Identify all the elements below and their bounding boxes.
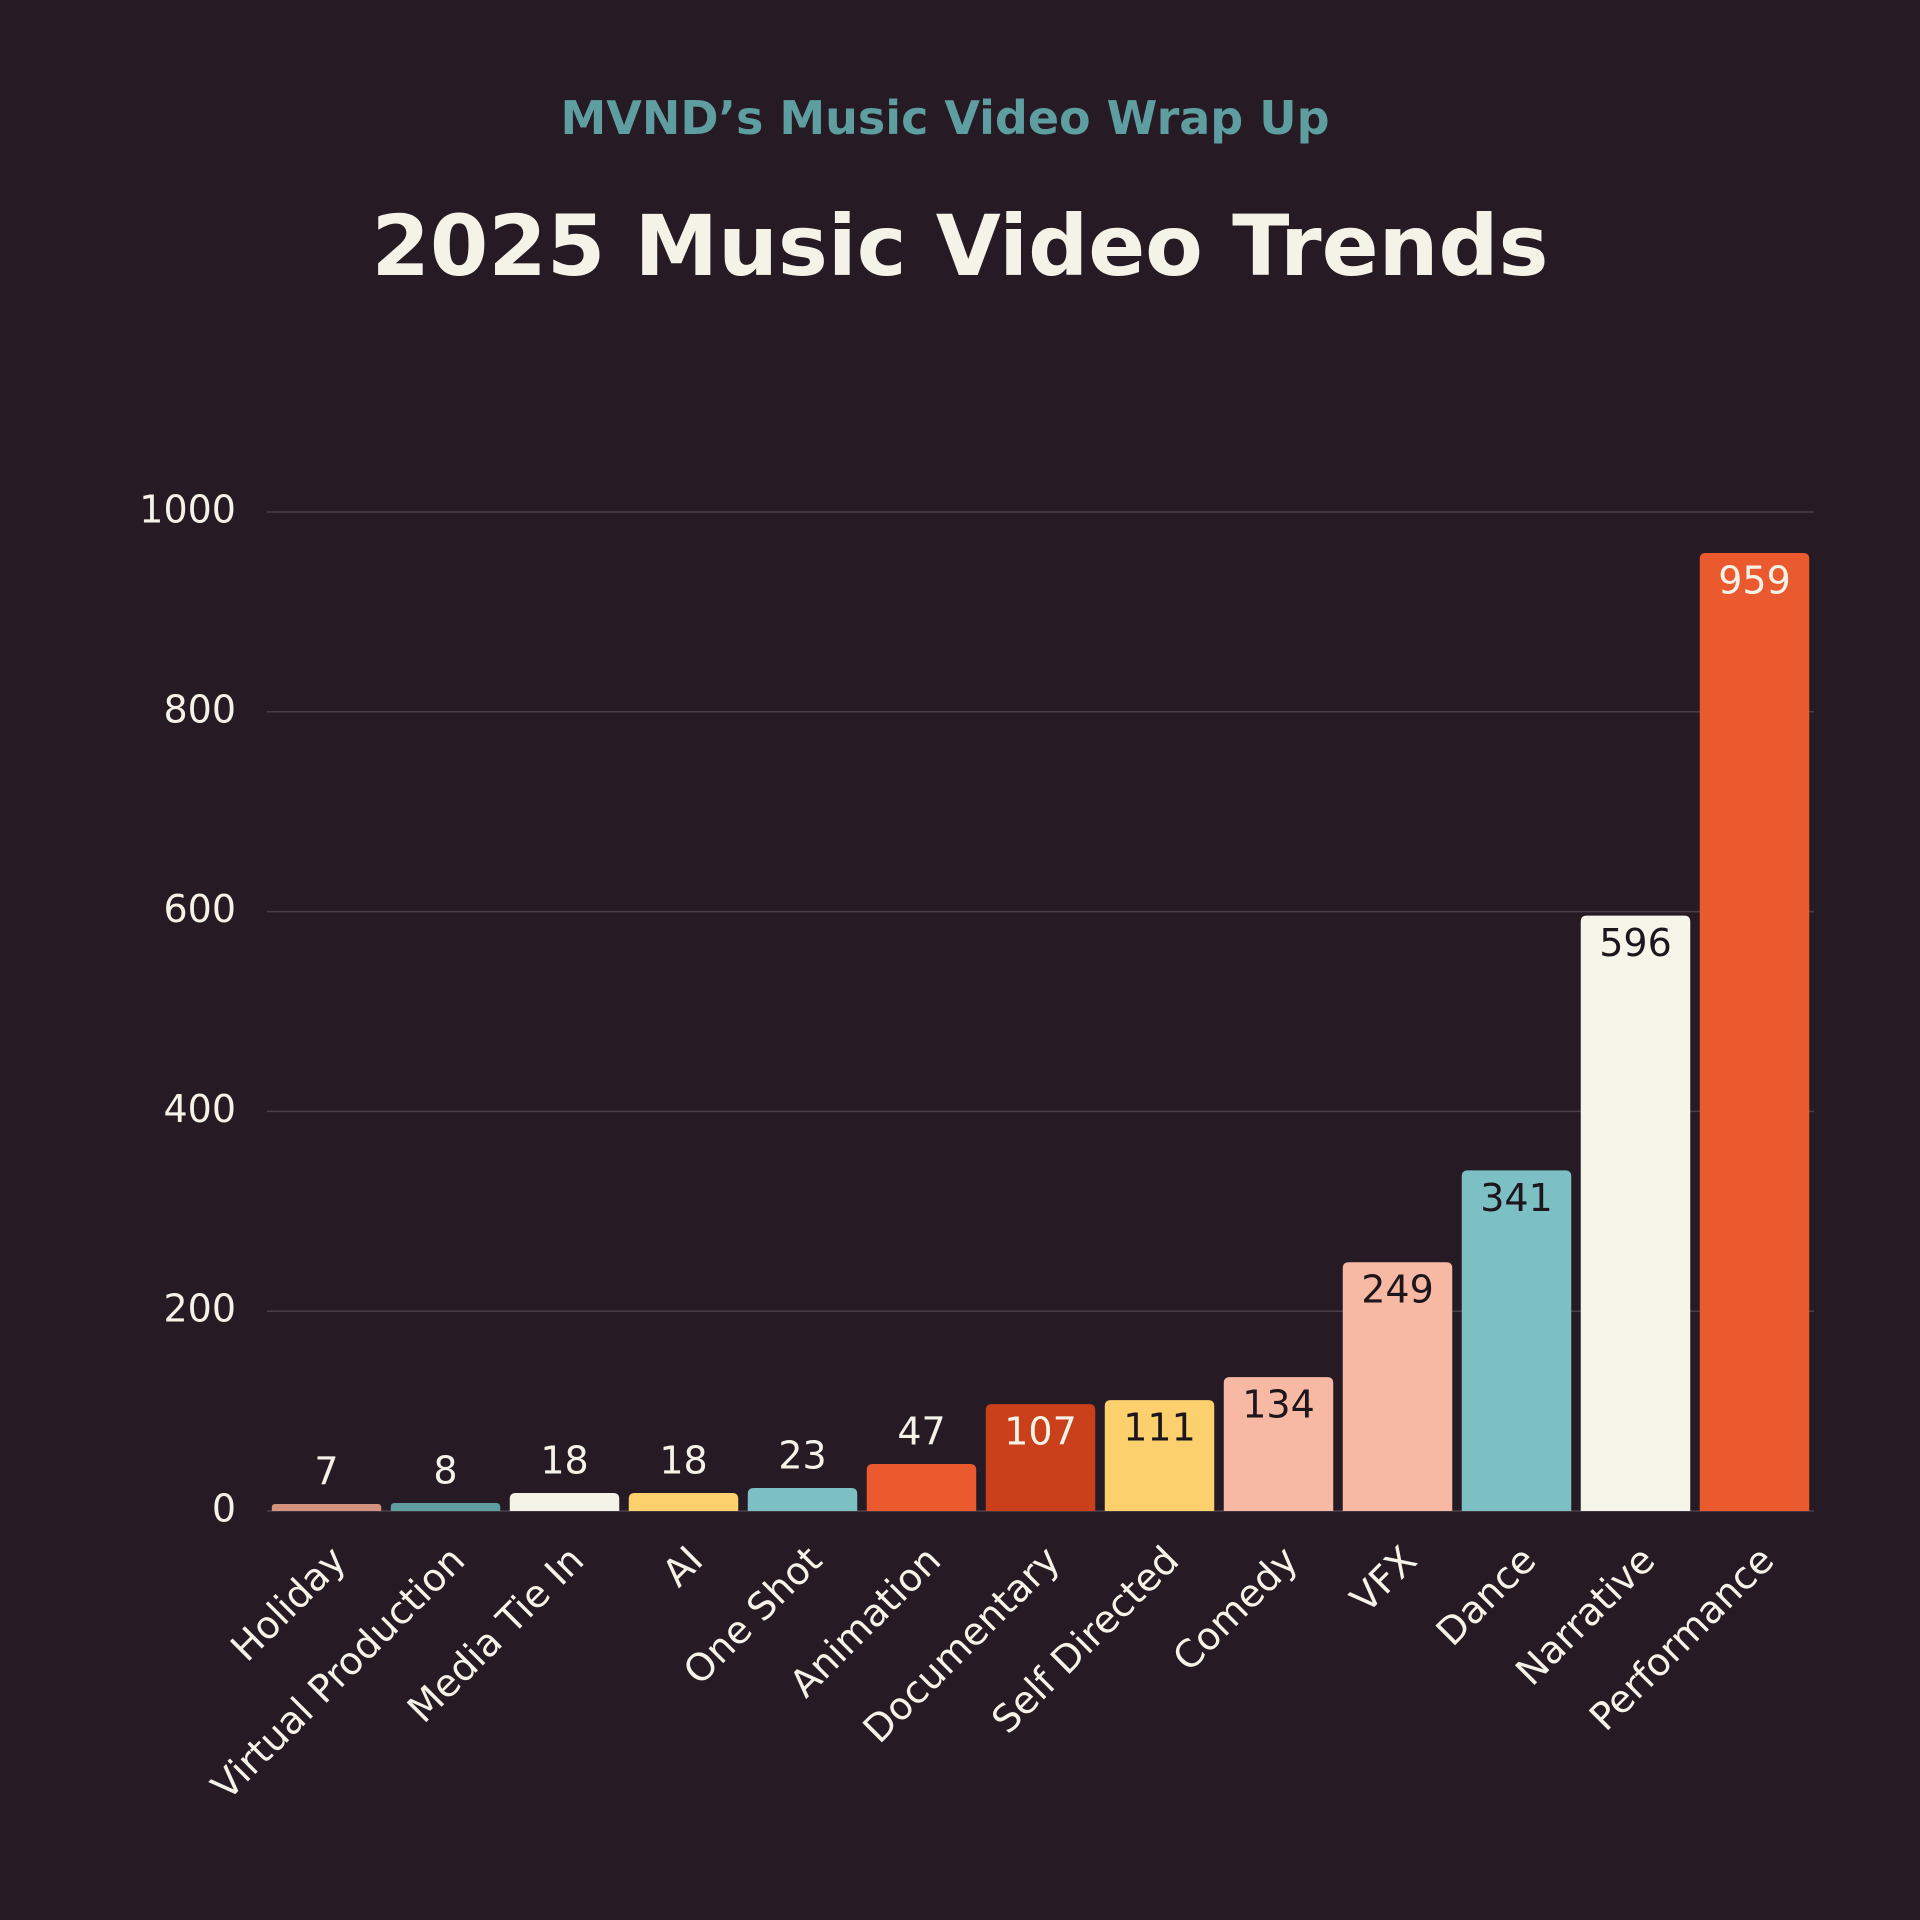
bar bbox=[747, 1488, 858, 1511]
bar bbox=[271, 1504, 382, 1511]
value-label: 111 bbox=[1123, 1406, 1196, 1450]
value-label: 18 bbox=[540, 1439, 588, 1483]
value-label: 596 bbox=[1599, 921, 1672, 965]
bar bbox=[1580, 915, 1691, 1511]
value-label: 47 bbox=[897, 1410, 945, 1454]
bar bbox=[866, 1464, 977, 1511]
y-tick-label: 400 bbox=[163, 1087, 236, 1131]
bar bbox=[1461, 1170, 1572, 1511]
bar bbox=[390, 1503, 501, 1511]
bar bbox=[628, 1493, 739, 1511]
y-tick-label: 0 bbox=[212, 1487, 236, 1531]
bar bbox=[1104, 1400, 1215, 1511]
chart-subtitle: MVND’s Music Video Wrap Up bbox=[560, 91, 1329, 145]
value-label: 341 bbox=[1480, 1176, 1553, 1220]
value-label: 18 bbox=[659, 1439, 707, 1483]
y-tick-label: 600 bbox=[163, 887, 236, 931]
bar bbox=[1699, 552, 1810, 1511]
value-label: 7 bbox=[314, 1450, 338, 1494]
y-tick-label: 800 bbox=[163, 687, 236, 731]
bar bbox=[1342, 1262, 1453, 1511]
value-label: 8 bbox=[433, 1449, 457, 1493]
bar bbox=[1223, 1377, 1334, 1511]
bar bbox=[509, 1493, 620, 1511]
chart-title: 2025 Music Video Trends bbox=[371, 197, 1548, 295]
value-label: 959 bbox=[1718, 558, 1791, 602]
value-label: 23 bbox=[778, 1434, 826, 1478]
y-tick-label: 200 bbox=[163, 1287, 236, 1331]
value-label: 134 bbox=[1242, 1383, 1315, 1427]
value-label: 249 bbox=[1361, 1268, 1434, 1312]
value-label: 107 bbox=[1004, 1410, 1077, 1454]
y-tick-label: 1000 bbox=[139, 488, 236, 532]
bar bbox=[985, 1404, 1096, 1511]
